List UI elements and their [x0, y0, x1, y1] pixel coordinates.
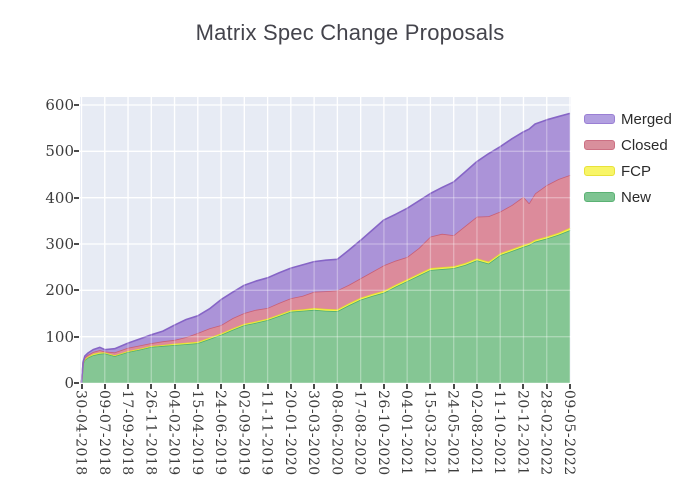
x-tick-label: 11-11-2019	[258, 390, 275, 476]
y-tick-label: 0	[64, 374, 74, 392]
x-tick-label: 26-10-2020	[374, 390, 391, 476]
x-tick-label: 04-01-2021	[398, 390, 415, 476]
y-tick-mark	[74, 150, 79, 153]
x-tick-label: 20-12-2021	[514, 390, 531, 476]
x-tick-label: 02-09-2019	[235, 390, 252, 476]
y-tick-label: 200	[45, 281, 74, 300]
y-tick-mark	[74, 289, 79, 292]
legend-label: New	[621, 188, 652, 206]
x-tick-label: 30-04-2018	[72, 390, 89, 476]
x-tick-mark	[173, 384, 176, 389]
x-tick-mark	[406, 384, 409, 389]
legend: Merged Closed FCP New	[584, 106, 672, 210]
area-merged	[81, 113, 570, 383]
x-tick-label: 26-11-2018	[142, 390, 159, 476]
x-tick-mark	[522, 384, 525, 389]
x-tick-mark	[80, 384, 83, 389]
x-tick-mark	[150, 384, 153, 389]
x-tick-label: 30-03-2020	[305, 390, 322, 476]
x-tick-mark	[382, 384, 385, 389]
x-tick-label: 20-01-2020	[281, 390, 298, 476]
x-tick-mark	[475, 384, 478, 389]
legend-label: Merged	[621, 110, 672, 128]
x-tick-mark	[127, 384, 130, 389]
x-tick-label: 28-02-2022	[537, 390, 554, 476]
x-tick-label: 09-07-2018	[95, 390, 112, 476]
legend-swatch-icon	[584, 140, 615, 150]
x-tick-mark	[499, 384, 502, 389]
x-tick-label: 11-10-2021	[491, 390, 508, 476]
x-tick-mark	[359, 384, 362, 389]
area-new	[81, 230, 570, 383]
y-tick-mark	[74, 196, 79, 199]
legend-item-merged[interactable]: Merged	[584, 106, 672, 132]
x-tick-mark	[289, 384, 292, 389]
x-tick-label: 02-08-2021	[467, 390, 484, 476]
x-tick-mark	[336, 384, 339, 389]
edge-merged	[80, 112, 571, 383]
legend-swatch-icon	[584, 192, 615, 202]
x-tick-label: 24-06-2019	[212, 390, 229, 476]
x-tick-mark	[429, 384, 432, 389]
x-tick-mark	[545, 384, 548, 389]
stacked-area-chart	[80, 97, 571, 383]
x-tick-label: 17-08-2020	[351, 390, 368, 476]
y-tick-label: 100	[45, 327, 74, 346]
y-tick-label: 400	[45, 188, 74, 207]
x-tick-mark	[313, 384, 316, 389]
legend-item-closed[interactable]: Closed	[584, 132, 672, 158]
chart-title: Matrix Spec Change Proposals	[195, 20, 505, 45]
x-tick-mark	[103, 384, 106, 389]
legend-item-new[interactable]: New	[584, 184, 672, 210]
y-tick-label: 300	[45, 235, 74, 253]
x-tick-label: 04-02-2019	[165, 390, 182, 476]
y-tick-label: 500	[45, 142, 74, 161]
plot-area	[80, 97, 571, 383]
y-tick-mark	[74, 335, 79, 338]
x-tick-label: 17-09-2018	[119, 390, 136, 476]
x-tick-mark	[569, 384, 571, 389]
x-tick-label: 24-05-2021	[444, 390, 461, 476]
y-tick-mark	[74, 104, 79, 106]
edge-fcp	[80, 227, 571, 383]
x-tick-label: 15-04-2019	[188, 390, 205, 476]
legend-label: Closed	[621, 136, 668, 154]
x-tick-mark	[196, 384, 199, 389]
x-tick-label: 09-05-2022	[561, 390, 577, 476]
x-tick-mark	[266, 384, 269, 389]
y-tick-label: 600	[45, 96, 74, 114]
legend-item-fcp[interactable]: FCP	[584, 158, 672, 184]
legend-swatch-icon	[584, 114, 615, 124]
y-tick-mark	[74, 243, 79, 245]
x-tick-label: 15-03-2021	[421, 390, 438, 476]
x-tick-mark	[452, 384, 455, 389]
x-tick-label: 08-06-2020	[328, 390, 345, 476]
x-tick-mark	[243, 384, 246, 389]
x-tick-mark	[220, 384, 223, 389]
legend-swatch-icon	[584, 166, 615, 176]
y-tick-mark	[74, 382, 79, 384]
legend-label: FCP	[621, 162, 651, 180]
